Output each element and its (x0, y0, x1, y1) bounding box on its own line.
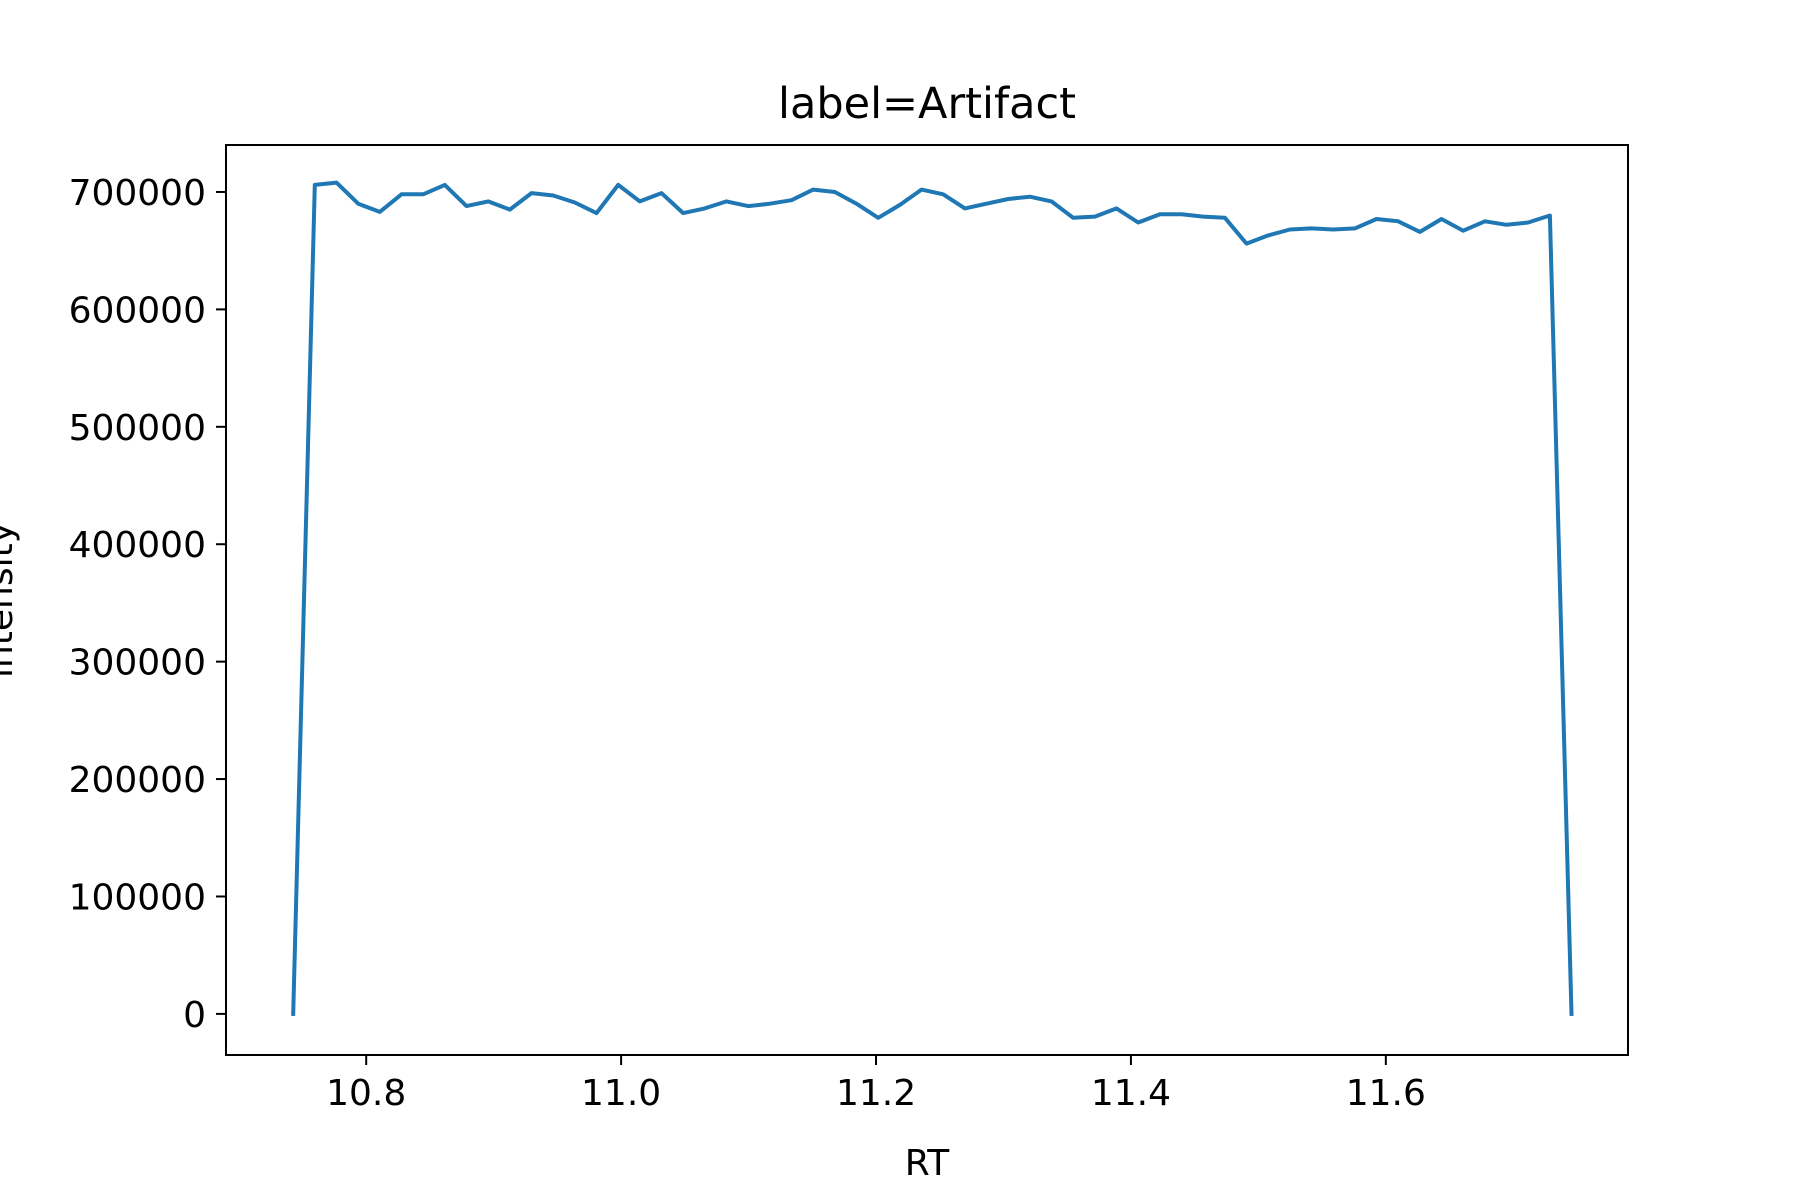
y-tick-label: 700000 (69, 173, 206, 214)
y-tick-label: 500000 (69, 408, 206, 449)
x-tick-label: 11.6 (1346, 1073, 1426, 1114)
x-tick-label: 10.8 (326, 1073, 406, 1114)
series-line (291, 180, 1574, 1016)
y-tick-label: 300000 (69, 643, 206, 684)
x-axis: 10.8 11.0 11.2 11.4 11.6 (326, 1055, 1426, 1114)
y-tick-label: 200000 (69, 760, 206, 801)
plot-area-frame (225, 144, 1629, 1056)
y-tick-label: 400000 (69, 525, 206, 566)
y-axis: 0 100000 200000 300000 400000 500000 600000 700… (69, 173, 226, 1036)
x-tick-label: 11.2 (836, 1073, 916, 1114)
y-tick-label: 600000 (69, 290, 206, 331)
x-axis-label: RT (905, 1143, 950, 1184)
x-tick-label: 11.4 (1091, 1073, 1171, 1114)
y-tick-label: 100000 (69, 877, 206, 918)
y-axis-label: intensity (0, 522, 21, 678)
chart-title: label=Artifact (778, 79, 1076, 129)
y-tick-label: 0 (183, 995, 206, 1036)
x-tick-label: 11.0 (581, 1073, 661, 1114)
